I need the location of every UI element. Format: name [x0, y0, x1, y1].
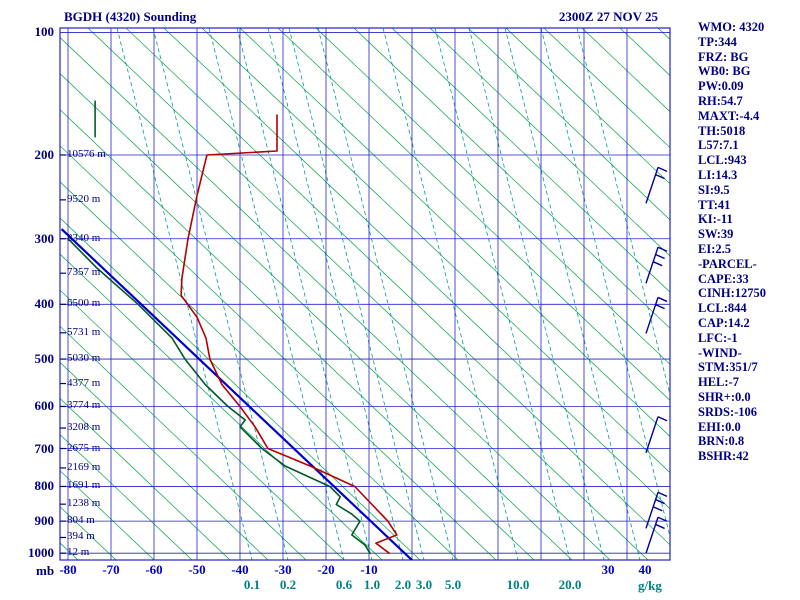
mixing-ratio-label: 10.0	[506, 577, 530, 592]
height-label: 1691 m	[67, 479, 101, 492]
mixing-ratio-unit-label: g/kg	[638, 578, 662, 593]
pressure-label: 300	[34, 230, 55, 246]
stat-line: KI:-11	[698, 212, 733, 227]
wind-barbs	[645, 166, 668, 554]
stat-line: LCL:943	[698, 153, 747, 168]
mixing-ratio-label: 0.6	[335, 577, 353, 592]
chart-timestamp: 2300Z 27 NOV 25	[558, 9, 658, 24]
stat-line: RH:54.7	[698, 93, 743, 108]
height-label: 10576 m	[67, 147, 106, 160]
mixing-ratio-label: 1.0	[363, 577, 381, 592]
stat-line: EHI:0.0	[698, 419, 741, 434]
stat-line: SW:39	[698, 227, 734, 242]
pressure-label: 500	[34, 351, 55, 367]
pressure-label: 1000	[28, 545, 54, 561]
stat-line: TP:344	[698, 34, 737, 49]
stat-line: SI:9.5	[698, 182, 730, 197]
pressure-label: 800	[34, 478, 55, 494]
stat-line: BSHR:42	[698, 449, 749, 464]
temperature-label: 40	[638, 562, 652, 577]
stat-line: BRN:0.8	[698, 434, 745, 449]
height-label: 394 m	[67, 530, 95, 543]
height-label: 804 m	[67, 514, 95, 527]
mixing-ratio-label: 0.1	[243, 577, 261, 592]
pressure-label: 100	[34, 24, 55, 40]
stat-line: HEL:-7	[698, 375, 739, 390]
height-label: 2675 m	[67, 441, 101, 454]
grid-lines	[59, 27, 671, 561]
stat-line: WB0: BG	[698, 64, 751, 79]
mixing-ratio-label: 5.0	[444, 577, 462, 592]
mixing-ratio-label: 3.0	[415, 577, 433, 592]
stat-line: PW:0.09	[698, 79, 744, 94]
stat-line: -PARCEL-	[698, 256, 757, 271]
stat-line: -WIND-	[698, 345, 742, 360]
pressure-label: 400	[34, 296, 55, 312]
stat-line: LFC:-1	[698, 330, 738, 345]
height-label: 7357 m	[67, 266, 101, 279]
temperature-label: 30	[601, 562, 615, 577]
temperature-label: -30	[274, 562, 292, 577]
pressure-label: 700	[34, 440, 55, 456]
mixing-ratio-label: 0.2	[279, 577, 297, 592]
stat-line: EI:2.5	[698, 241, 731, 256]
height-label: 9520 m	[67, 192, 101, 205]
stat-line: CAPE:33	[698, 271, 749, 286]
stat-line: LI:14.3	[698, 167, 738, 182]
height-label: 4377 m	[67, 376, 101, 389]
pressure-unit-label: mb	[36, 563, 55, 578]
temperature-label: -40	[231, 562, 249, 577]
stat-line: CAP:14.2	[698, 315, 750, 330]
temperature-label: -20	[317, 562, 335, 577]
stat-line: WMO: 4320	[698, 20, 765, 34]
stat-line: TH:5018	[698, 123, 746, 138]
pressure-label: 200	[34, 146, 55, 162]
stats-panel: WMO: 4320 TP:344 FRZ: BG WB0: BG PW:0.09 RH:5…	[698, 20, 798, 464]
temperature-trace	[180, 114, 398, 555]
pressure-tick-marks	[60, 154, 66, 554]
height-label: 5731 m	[67, 325, 101, 338]
height-label: 2169 m	[67, 460, 101, 473]
pressure-label: 600	[34, 398, 55, 414]
height-label: 3208 m	[67, 421, 101, 434]
temperature-label: -80	[59, 562, 77, 577]
stat-line: MAXT:-4.4	[698, 108, 760, 123]
temperature-label: -50	[188, 562, 206, 577]
stat-line: SHR+:0.0	[698, 389, 751, 404]
dewpoint-trace	[67, 237, 371, 555]
chart-title: BGDH (4320) Sounding	[64, 9, 197, 24]
height-label: 12 m	[67, 546, 90, 559]
height-label: 6500 m	[67, 297, 101, 310]
stat-line: STM:351/7	[698, 360, 758, 375]
temperature-label: -10	[360, 562, 378, 577]
height-label: 8340 m	[67, 231, 101, 244]
stat-line: LCL:844	[698, 301, 747, 316]
height-label: 1238 m	[67, 497, 101, 510]
temperature-label: -60	[145, 562, 163, 577]
mixing-ratio-lines	[116, 28, 670, 560]
mixing-ratio-label: 20.0	[558, 577, 582, 592]
mixing-ratio-label: 2.0	[394, 577, 412, 592]
height-label: 5030 m	[67, 352, 101, 365]
temperature-label: -70	[102, 562, 120, 577]
stat-line: TT:41	[698, 197, 731, 212]
stat-line: CINH:12750	[698, 286, 767, 301]
dry-adiabat-lines	[60, 28, 670, 560]
pressure-label: 900	[34, 513, 55, 529]
stat-line: L57:7.1	[698, 138, 739, 153]
stat-line: SRDS:-106	[698, 404, 758, 419]
parcel-reference-line	[60, 228, 414, 560]
stat-line: FRZ: BG	[698, 49, 749, 64]
height-label: 3774 m	[67, 399, 101, 412]
